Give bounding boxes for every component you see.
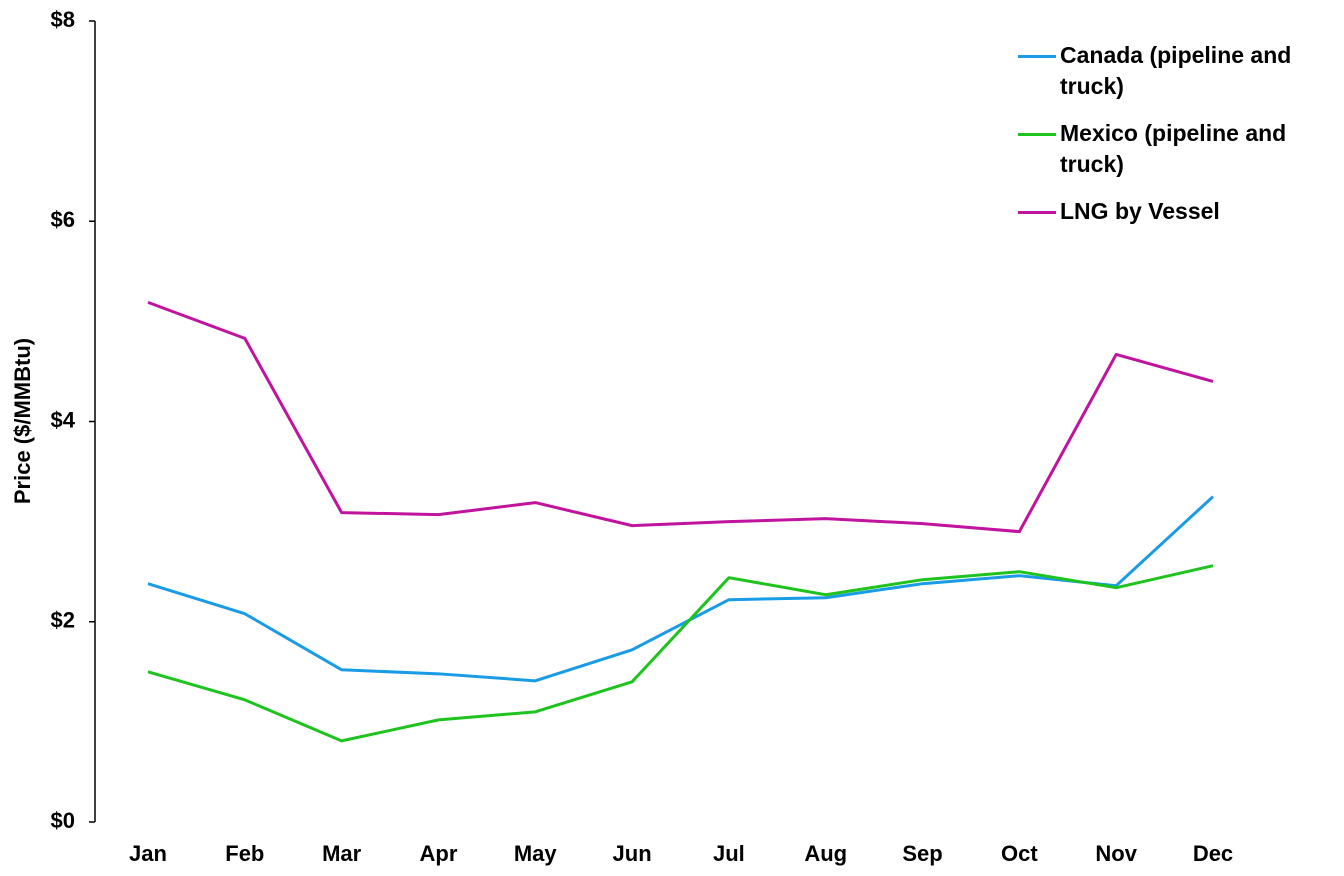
y-axis-label: Price ($/MMBtu) — [10, 338, 35, 504]
x-tick-label: Mar — [322, 841, 362, 866]
legend: Canada (pipeline and truck) Mexico (pipel… — [1016, 40, 1342, 243]
legend-entry: Mexico (pipeline and truck) — [1016, 118, 1342, 180]
x-tick-label: Sep — [902, 841, 942, 866]
x-tick-label: May — [514, 841, 558, 866]
legend-swatch — [1018, 55, 1056, 58]
x-tick-label: Jul — [713, 841, 745, 866]
x-tick-label: Jun — [613, 841, 652, 866]
x-tick-label: Aug — [804, 841, 847, 866]
x-tick-label: Feb — [225, 841, 264, 866]
y-tick-label: $6 — [51, 207, 75, 232]
series-line — [147, 495, 1215, 683]
x-tick-label: Nov — [1095, 841, 1137, 866]
legend-label: LNG by Vessel — [1060, 198, 1220, 224]
series-line — [147, 300, 1214, 534]
series-line — [147, 564, 1214, 743]
y-tick-label: $0 — [51, 808, 75, 833]
y-tick-label: $4 — [51, 407, 76, 432]
x-tick-label: Apr — [420, 841, 458, 866]
y-tick-label: $8 — [51, 7, 75, 32]
legend-swatch — [1018, 133, 1056, 136]
x-tick-label: Dec — [1193, 841, 1233, 866]
y-tick-label: $2 — [51, 608, 75, 633]
x-tick-label: Jan — [129, 841, 167, 866]
legend-label: Mexico (pipeline and truck) — [1060, 120, 1287, 177]
legend-label: Canada (pipeline and truck) — [1060, 42, 1292, 99]
legend-entry: LNG by Vessel — [1016, 196, 1342, 227]
legend-swatch — [1018, 211, 1056, 214]
x-tick-label: Oct — [1001, 841, 1038, 866]
legend-entry: Canada (pipeline and truck) — [1016, 40, 1342, 102]
